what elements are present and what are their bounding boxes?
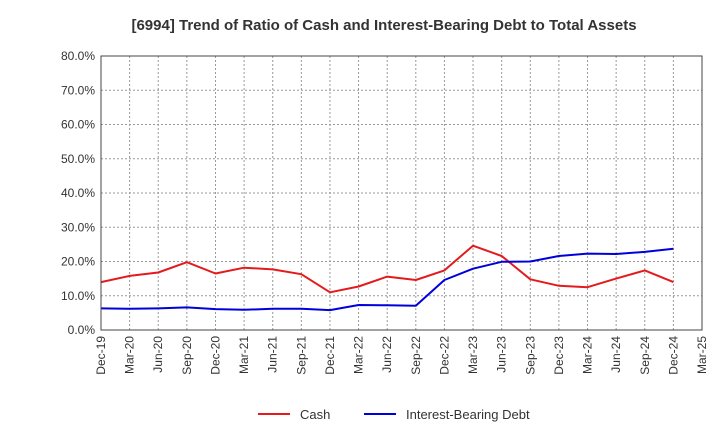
- y-axis-ticks: 0.0% 10.0% 20.0% 30.0% 40.0% 50.0% 60.0% 70.0% 8…: [61, 49, 95, 337]
- legend: Cash Interest-Bearing Debt: [258, 407, 530, 422]
- x-tick-label: Mar-24: [581, 336, 595, 374]
- x-tick-label: Mar-25: [695, 336, 709, 374]
- series-line-interest-bearing-debt: [100, 247, 674, 312]
- y-tick-label: 80.0%: [61, 49, 95, 63]
- plot-frame: [100, 55, 703, 331]
- x-tick-label: Mar-22: [352, 336, 366, 374]
- x-tick-label: Jun-20: [151, 336, 165, 373]
- x-tick-label: Mar-23: [466, 336, 480, 374]
- x-tick-label: Sep-22: [409, 336, 423, 375]
- x-tick-label: Jun-21: [266, 336, 280, 373]
- x-tick-label: Dec-20: [208, 336, 222, 375]
- y-tick-label: 70.0%: [61, 83, 95, 97]
- series-lines: [100, 244, 674, 312]
- x-tick-label: Jun-23: [495, 336, 509, 373]
- x-tick-label: Sep-23: [523, 336, 537, 375]
- y-tick-label: 30.0%: [61, 220, 95, 234]
- x-tick-label: Jun-24: [609, 336, 623, 373]
- y-tick-label: 10.0%: [61, 289, 95, 303]
- x-axis-ticks: Dec-19 Mar-20 Jun-20 Sep-20 Dec-20 Mar-21 Jun-…: [94, 336, 709, 375]
- x-tick-label: Sep-20: [180, 336, 194, 375]
- x-tick-label: Dec-23: [552, 336, 566, 375]
- legend-label: Interest-Bearing Debt: [406, 407, 530, 422]
- y-tick-label: 20.0%: [61, 255, 95, 269]
- x-tick-label: Sep-21: [294, 336, 308, 375]
- legend-label: Cash: [300, 407, 330, 422]
- x-tick-label: Mar-20: [123, 336, 137, 374]
- x-tick-label: Dec-21: [323, 336, 337, 375]
- x-tick-label: Dec-24: [666, 336, 680, 375]
- y-tick-label: 50.0%: [61, 152, 95, 166]
- gridlines: [100, 55, 703, 331]
- y-tick-label: 60.0%: [61, 118, 95, 132]
- x-tick-label: Sep-24: [638, 336, 652, 375]
- x-tick-label: Dec-19: [94, 336, 108, 375]
- x-tick-label: Mar-21: [237, 336, 251, 374]
- x-tick-label: Dec-22: [437, 336, 451, 375]
- series-line-cash: [100, 244, 674, 294]
- chart-title: [6994] Trend of Ratio of Cash and Intere…: [131, 17, 636, 34]
- x-tick-label: Jun-22: [380, 336, 394, 373]
- y-tick-label: 40.0%: [61, 186, 95, 200]
- y-tick-label: 0.0%: [68, 323, 96, 337]
